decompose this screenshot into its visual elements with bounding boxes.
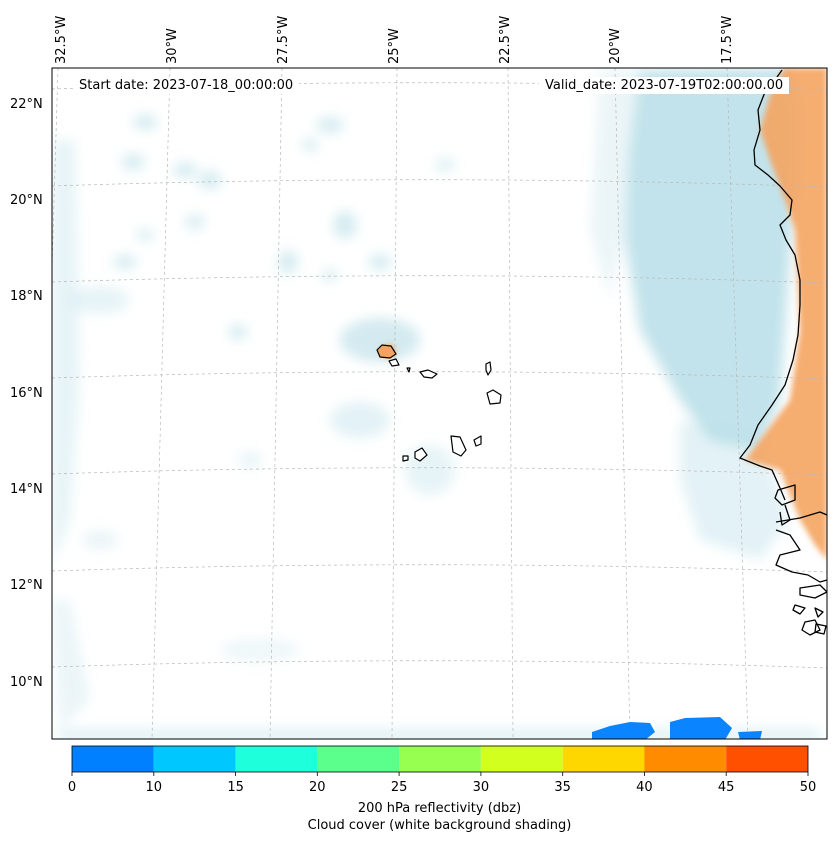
lon-label-27-5w: 27.5°W [276, 15, 291, 64]
colorbar-tick-40: 40 [636, 780, 653, 795]
colorbar-tick-25: 25 [390, 780, 408, 795]
colorbar-segment-6 [562, 746, 645, 772]
cloud-cover-shading [52, 68, 820, 739]
lon-label-32-5w: 32.5°W [54, 15, 69, 64]
colorbar-segment-5 [480, 746, 563, 772]
colorbar-segment-8 [726, 746, 808, 772]
colorbar-bar [71, 745, 809, 776]
lat-label-10n: 10°N [10, 675, 43, 690]
colorbar-label: 200 hPa reflectivity (dbz) [357, 801, 522, 816]
colorbar-tick-15: 15 [227, 780, 244, 795]
start-date-label: Start date: 2023-07-18_00:00:00 [73, 77, 300, 94]
lat-label-12n: 12°N [10, 578, 43, 593]
valid-date-label: Valid_date: 2023-07-19T02:00:00.00 [539, 77, 790, 94]
lon-label-17-5w: 17.5°W [720, 15, 735, 64]
lat-label-22n: 22°N [10, 97, 43, 112]
lon-label-20w: 20°W [608, 28, 623, 64]
colorbar-tick-35: 35 [554, 780, 571, 795]
colorbar-segment-2 [235, 746, 318, 772]
lon-label-30w: 30°W [165, 28, 180, 64]
colorbar-tick-0: 0 [67, 780, 77, 795]
reflectivity-patches [592, 717, 762, 739]
colorbar-tick-45: 45 [717, 780, 735, 795]
islands [376, 344, 502, 462]
map-frame [51, 67, 828, 740]
lon-label-22-5w: 22.5°W [498, 15, 513, 64]
colorbar-tick-20: 20 [309, 780, 326, 795]
colorbar-tick-10: 10 [145, 780, 163, 795]
coastline [739, 69, 827, 636]
colorbar-segment-7 [644, 746, 727, 772]
colorbar-segment-0 [72, 746, 154, 772]
colorbar-tick-50: 50 [799, 780, 817, 795]
lat-label-14n: 14°N [10, 482, 43, 497]
lat-label-16n: 16°N [10, 386, 43, 401]
colorbar-tick-30: 30 [472, 780, 490, 795]
colorbar-segment-3 [317, 746, 400, 772]
lat-label-20n: 20°N [10, 193, 43, 208]
colorbar-segment-1 [153, 746, 236, 772]
lat-label-18n: 18°N [10, 289, 43, 304]
lon-label-25w: 25°W [387, 28, 402, 64]
colorbar-segment-4 [399, 746, 481, 772]
colorbar-sublabel: Cloud cover (white background shading) [307, 818, 572, 833]
